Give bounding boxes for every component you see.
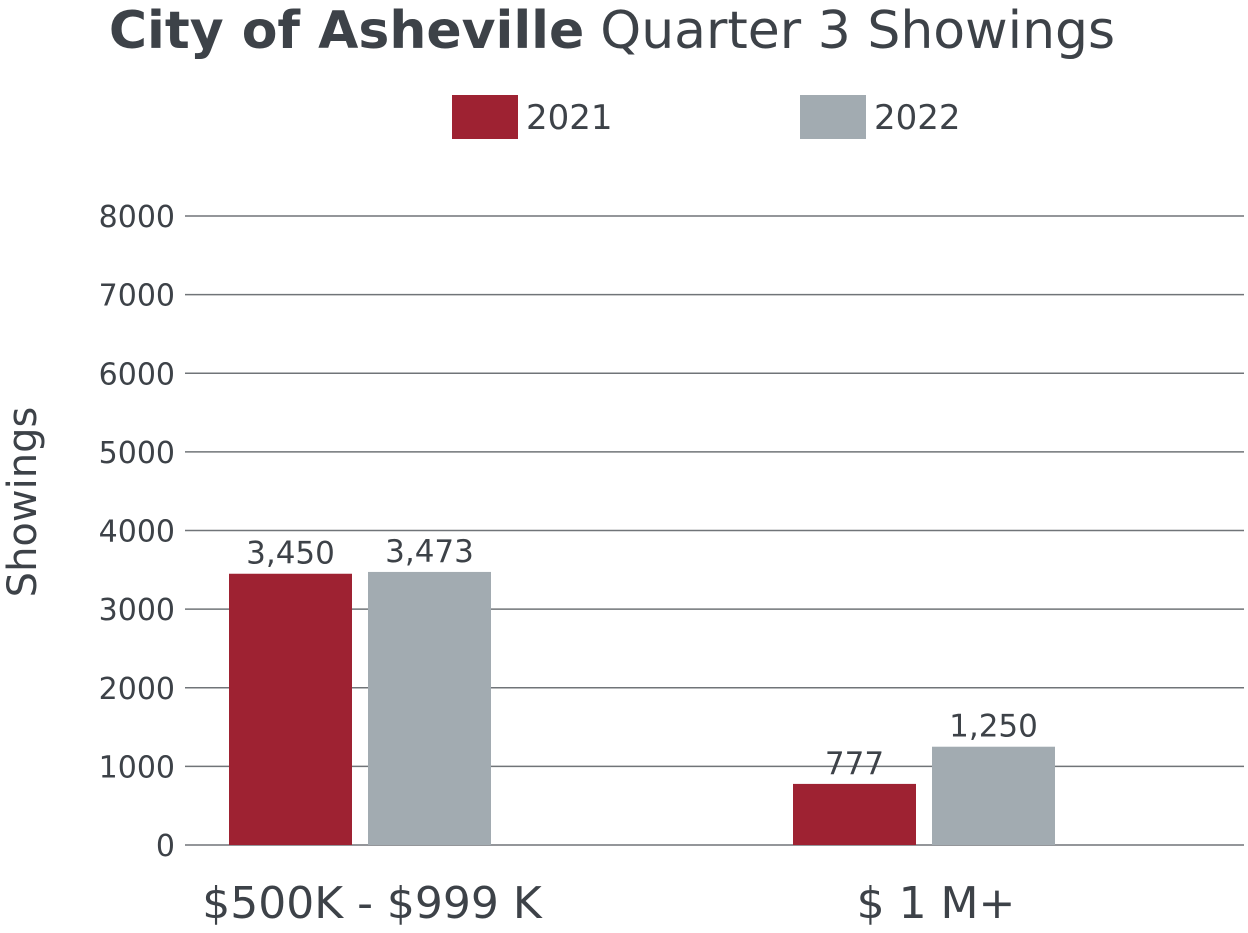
data-labels: 3,450 3,473 777 1,250 [246, 534, 1038, 782]
legend-swatch-2021 [452, 95, 518, 139]
bar-2021-2 [793, 783, 916, 845]
gridlines [185, 215, 1244, 846]
chart-title: City of Asheville Quarter 3 Showings [109, 1, 1115, 61]
bar-2022-2 [932, 746, 1055, 845]
y-tick-label: 6000 [99, 357, 175, 392]
chart-title-strong: City of Asheville [109, 1, 584, 61]
y-tick-label: 7000 [99, 279, 175, 314]
x-tick-label-1: $500K - $999 K [202, 878, 543, 929]
data-label-2021-1: 3,450 [246, 536, 335, 572]
x-tick-label-2: $ 1 M+ [857, 878, 1016, 929]
y-axis-ticks: 0 1000 2000 3000 4000 5000 6000 7000 8000 [99, 200, 175, 864]
legend-label-2022: 2022 [874, 98, 961, 138]
chart-title-rest: Quarter 3 Showings [600, 1, 1115, 61]
y-axis-label: Showings [0, 407, 46, 598]
bar-2022-1 [368, 571, 491, 845]
bars [229, 571, 1055, 845]
y-tick-label: 4000 [99, 515, 175, 550]
x-axis-ticks: $500K - $999 K $ 1 M+ [202, 878, 1015, 929]
legend-label-2021: 2021 [526, 98, 613, 138]
bar-2021-1 [229, 573, 352, 845]
data-label-2022-2: 1,250 [949, 709, 1038, 745]
y-tick-label: 5000 [99, 436, 175, 471]
y-tick-label: 0 [156, 829, 175, 864]
legend: 2021 2022 [452, 95, 961, 139]
data-label-2022-1: 3,473 [385, 534, 474, 570]
y-tick-label: 8000 [99, 200, 175, 235]
y-tick-label: 3000 [99, 593, 175, 628]
data-label-2021-2: 777 [825, 746, 884, 782]
legend-swatch-2022 [800, 95, 866, 139]
y-tick-label: 2000 [99, 672, 175, 707]
y-tick-label: 1000 [99, 750, 175, 785]
